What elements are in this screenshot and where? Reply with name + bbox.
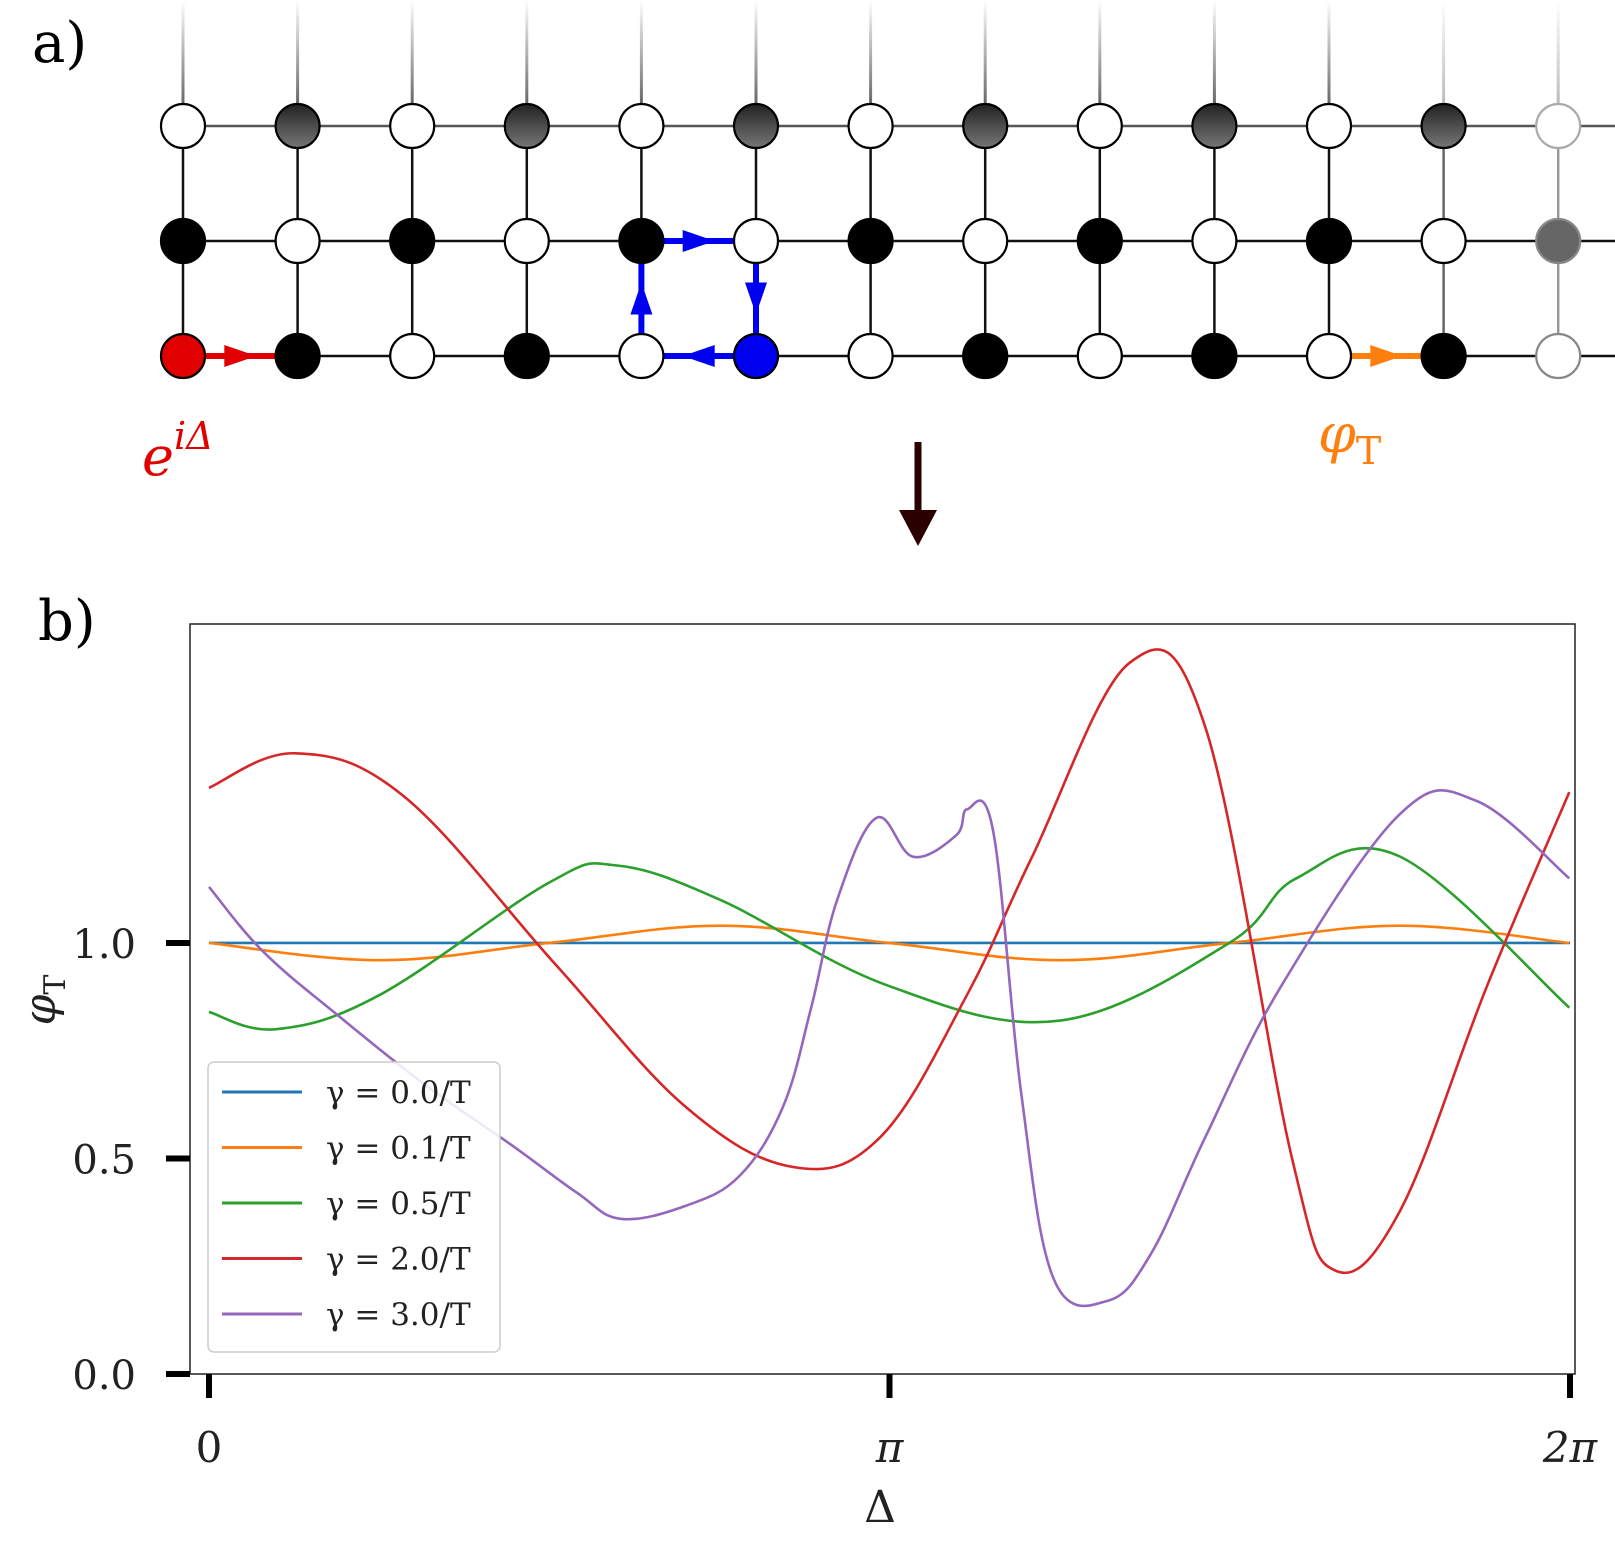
- legend-entry: γ = 0.1/T: [326, 1131, 471, 1167]
- x-axis-ticks: 0 π 2π: [196, 1374, 1599, 1472]
- lattice-stub: [869, 0, 873, 104]
- lattice-stub: [1098, 0, 1102, 104]
- lattice-site: [503, 217, 550, 265]
- y-axis-ticks: 0.0 0.5 1.0: [72, 922, 190, 1399]
- arrow-head-icon: [630, 282, 653, 315]
- arrow-head-icon: [682, 345, 715, 367]
- lattice-edges: [181, 0, 1615, 358]
- lattice-stub: [525, 0, 529, 104]
- arrow-head-icon: [745, 282, 767, 315]
- lattice-site: [1191, 102, 1238, 150]
- lattice-stub: [1442, 0, 1446, 104]
- legend-entry: γ = 0.0/T: [326, 1075, 471, 1111]
- lattice-site: [618, 102, 665, 150]
- lattice-site: [732, 332, 780, 380]
- y-tick-label: 1.0: [72, 922, 136, 968]
- lattice-site: [1420, 102, 1467, 150]
- lattice-site: [503, 332, 550, 380]
- arrow-head-icon: [1370, 345, 1403, 367]
- series-line-4: [208, 789, 1571, 1308]
- lattice-site: [159, 217, 207, 265]
- lattice-site: [1076, 217, 1123, 265]
- lattice-stub: [181, 0, 185, 104]
- lattice-site: [1191, 217, 1238, 265]
- arrow-head-icon: [224, 345, 257, 367]
- lattice-nodes: [159, 102, 1582, 380]
- lattice-site: [1191, 332, 1238, 380]
- lattice-site: [962, 332, 1009, 380]
- lattice-site: [503, 102, 550, 150]
- lattice-site: [1076, 102, 1123, 150]
- phase-label: eiΔ: [142, 414, 214, 488]
- lattice-site: [159, 332, 207, 380]
- lattice-stub: [754, 0, 758, 104]
- legend-entry: γ = 0.5/T: [326, 1186, 471, 1222]
- lattice-site: [618, 217, 665, 265]
- lattice-arrows: [183, 230, 1444, 367]
- lattice-site: [274, 217, 321, 265]
- lattice-site: [847, 332, 894, 380]
- x-tick-label: π: [875, 1423, 905, 1472]
- series-line-3: [208, 648, 1571, 1275]
- lattice-site: [389, 332, 436, 380]
- y-axis-label-sub: T: [38, 975, 73, 995]
- down-arrow-icon: [899, 442, 937, 546]
- target-label: φT: [1318, 402, 1381, 473]
- lattice-site: [847, 217, 894, 265]
- lattice-stub: [296, 0, 300, 104]
- lattice-site: [1305, 332, 1353, 380]
- lattice-site: [274, 102, 321, 150]
- lattice-site: [962, 102, 1009, 150]
- legend-box: [207, 1061, 501, 1353]
- lattice-site: [1076, 332, 1123, 380]
- lattice-site: [1420, 332, 1467, 380]
- x-tick-label: 0: [196, 1423, 223, 1472]
- x-tick-label: 2π: [1542, 1423, 1599, 1472]
- phase-label-sup: iΔ: [174, 414, 214, 458]
- svg-text:φT: φT: [15, 975, 73, 1026]
- lattice-site: [1305, 217, 1353, 265]
- arrow-head-icon: [682, 230, 715, 252]
- y-tick-label: 0.0: [72, 1353, 136, 1399]
- lattice-stub: [639, 0, 643, 104]
- lattice-stub: [1556, 0, 1560, 104]
- lattice-site: [389, 102, 436, 150]
- lattice-site: [1535, 332, 1582, 380]
- lattice-site: [618, 332, 665, 380]
- legend-entry: γ = 3.0/T: [326, 1297, 471, 1333]
- target-label-sub: T: [1356, 429, 1381, 473]
- plot-frame: [189, 623, 1576, 1375]
- lattice-site: [274, 332, 321, 380]
- lattice-site: [1420, 217, 1467, 265]
- lattice-site: [847, 102, 894, 150]
- legend: γ = 0.0/T γ = 0.1/T γ = 0.5/T γ = 2.0/T γ = …: [207, 1061, 501, 1353]
- phase-label-base: e: [142, 425, 174, 488]
- panel-a-label: a): [32, 11, 87, 76]
- lattice-site: [159, 102, 207, 150]
- series-line-1: [208, 924, 1570, 962]
- lattice-stub: [410, 0, 414, 104]
- lattice-site: [962, 217, 1009, 265]
- y-axis-label-base: φ: [15, 994, 66, 1025]
- legend-entry: γ = 2.0/T: [326, 1242, 471, 1278]
- lattice-site: [389, 217, 436, 265]
- lattice-site: [732, 102, 780, 150]
- lattice-site: [1305, 102, 1353, 150]
- lattice-stub: [983, 0, 987, 104]
- series-lines: [208, 648, 1571, 1308]
- series-line-2: [208, 846, 1571, 1031]
- panel-a-lattice: a) eiΔ φT: [32, 0, 1615, 546]
- panel-b-label: b): [38, 589, 96, 654]
- panel-b-chart: b) 0.0 0.5 1.0 0 π 2π Δ φT γ = 0.0/T γ = 0.1/…: [15, 589, 1599, 1533]
- y-axis-label: φT: [15, 975, 73, 1026]
- x-axis-label: Δ: [864, 1482, 896, 1533]
- target-label-base: φ: [1318, 402, 1356, 465]
- lattice-site: [1535, 217, 1582, 265]
- y-tick-label: 0.5: [72, 1137, 136, 1183]
- lattice-stub: [1327, 0, 1331, 104]
- lattice-site: [732, 217, 780, 265]
- lattice-stub: [1212, 0, 1216, 104]
- lattice-site: [1535, 102, 1582, 150]
